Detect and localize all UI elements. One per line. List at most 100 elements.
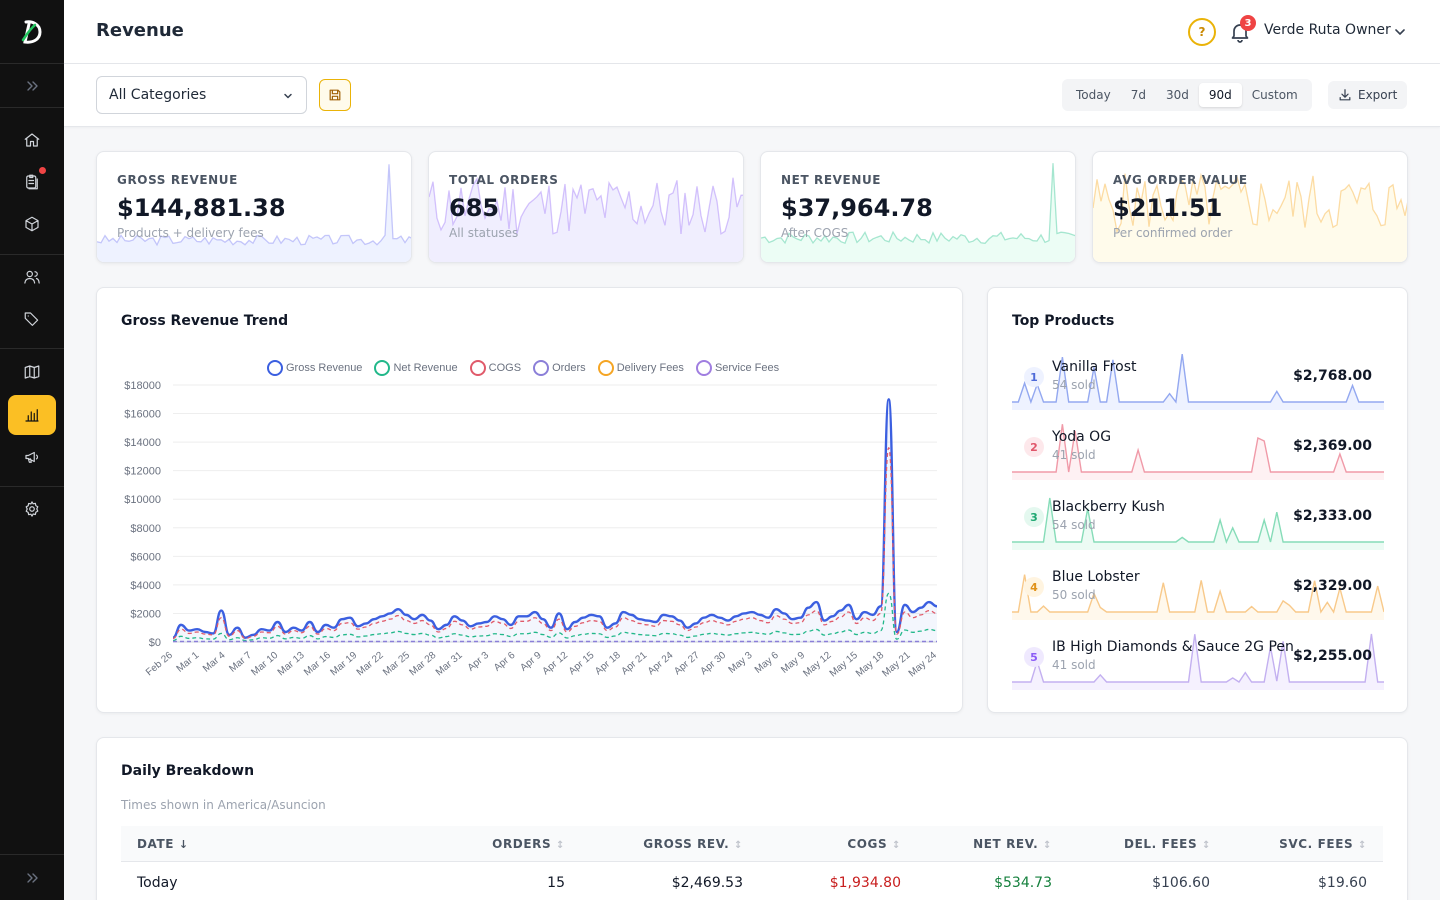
sidebar-divider	[0, 486, 64, 487]
column-header-orders[interactable]: ORDERS ↕	[492, 837, 565, 851]
product-row[interactable]: 5 IB High Diamonds & Sauce 2G Pen 41 sold $…	[1012, 628, 1384, 690]
product-name: Yoda OG	[1052, 429, 1112, 445]
kpi-card-gross-revenue: GROSS REVENUE $144,881.38 Products + del…	[96, 151, 412, 263]
product-name: Blackberry Kush	[1052, 499, 1165, 515]
y-tick-label: $14000	[124, 437, 161, 449]
panel-title: Top Products	[1012, 313, 1115, 329]
kpi-subtitle: Per confirmed order	[1113, 226, 1233, 240]
map-icon	[24, 365, 40, 379]
x-tick-label: Apr 24	[646, 650, 676, 678]
kpi-sparkline	[1093, 172, 1407, 262]
legend-item[interactable]: Orders	[533, 360, 586, 376]
collapse-sidebar-button[interactable]	[0, 854, 64, 900]
product-name: Blue Lobster	[1052, 569, 1140, 585]
x-tick-label: Mar 25	[381, 650, 412, 679]
export-button[interactable]: Export	[1328, 81, 1408, 109]
product-row[interactable]: 3 Blackberry Kush 54 sold $2,333.00	[1012, 488, 1384, 550]
bar-chart-icon	[25, 409, 39, 422]
kpi-card-total-orders: TOTAL ORDERS 685 All statuses	[428, 151, 744, 263]
product-revenue: $2,333.00	[1293, 508, 1372, 524]
legend-item[interactable]: Gross Revenue	[267, 360, 362, 376]
user-menu[interactable]: Verde Ruta Owner	[1264, 22, 1391, 38]
sidebar-item-customers[interactable]	[8, 257, 56, 297]
range-button-7d[interactable]: 7d	[1130, 88, 1146, 102]
kpi-label: GROSS REVENUE	[117, 173, 238, 187]
product-sold: 41 sold	[1052, 448, 1096, 462]
y-tick-label: $6000	[130, 551, 161, 563]
legend-label: Gross Revenue	[286, 362, 363, 374]
expand-sidebar-button[interactable]	[0, 64, 64, 108]
sidebar-item-home[interactable]	[8, 120, 56, 160]
save-filter-button[interactable]	[319, 79, 351, 111]
question-icon: ?	[1198, 25, 1206, 39]
product-row[interactable]: 1 Vanilla Frost 54 sold $2,768.00	[1012, 348, 1384, 410]
x-tick-label: Mar 13	[276, 650, 307, 679]
product-revenue: $2,255.00	[1293, 648, 1372, 664]
y-tick-label: $8000	[130, 523, 161, 535]
sidebar-item-map[interactable]	[8, 352, 56, 392]
column-header-gross-rev[interactable]: GROSS REV. ↕	[643, 837, 743, 851]
cell-orders: 15	[547, 875, 565, 891]
y-tick-label: $4000	[130, 580, 161, 592]
notification-badge: 3	[1240, 15, 1256, 31]
sidebar-item-promotions[interactable]	[8, 299, 56, 339]
column-header-svc-fees[interactable]: SVC. FEES ↕	[1279, 837, 1367, 851]
sidebar-item-orders[interactable]	[8, 162, 56, 202]
legend-swatch	[374, 360, 391, 376]
timezone-note: Times shown in America/Asuncion	[121, 798, 326, 812]
sidebar-item-settings[interactable]	[8, 489, 56, 529]
range-button-90d[interactable]: 90d	[1198, 83, 1242, 107]
range-button-30d[interactable]: 30d	[1165, 88, 1189, 102]
help-button[interactable]: ?	[1188, 18, 1216, 46]
sidebar-item-marketing[interactable]	[8, 437, 56, 477]
series-area	[173, 399, 937, 642]
legend-item[interactable]: Service Fees	[695, 360, 779, 376]
product-row[interactable]: 2 Yoda OG 41 sold $2,369.00	[1012, 418, 1384, 480]
product-revenue: $2,369.00	[1293, 438, 1372, 454]
logo-icon	[21, 19, 42, 44]
kpi-subtitle: Products + delivery fees	[117, 226, 264, 240]
x-tick-label: Apr 30	[699, 650, 729, 678]
legend-label: COGS	[488, 362, 522, 374]
column-header-net-rev[interactable]: NET REV. ↕	[973, 837, 1052, 851]
column-header-cogs[interactable]: COGS ↕	[847, 837, 901, 851]
sort-icon: ↕	[1358, 840, 1367, 851]
range-button-today[interactable]: Today	[1076, 88, 1111, 102]
product-row[interactable]: 4 Blue Lobster 50 sold $2,329.00	[1012, 558, 1384, 620]
product-rank: 1	[1024, 367, 1044, 387]
kpi-value: $211.51	[1113, 194, 1223, 222]
product-rank: 2	[1024, 437, 1044, 457]
sidebar-item-products[interactable]	[8, 204, 56, 244]
kpi-sparkline	[429, 176, 743, 262]
double-chevron-right-icon	[27, 80, 38, 91]
column-header-date[interactable]: DATE ↓	[137, 837, 189, 851]
x-tick-label: Mar 22	[355, 650, 386, 679]
page-title: Revenue	[96, 20, 184, 41]
x-tick-label: Mar 4	[201, 650, 228, 675]
daily-breakdown-panel: Daily Breakdown Times shown in America/A…	[96, 737, 1408, 900]
legend-swatch	[533, 360, 550, 376]
legend-item[interactable]: COGS	[469, 360, 522, 376]
cell-net-rev: $534.73	[994, 875, 1052, 891]
legend-item[interactable]: Net Revenue	[374, 360, 458, 376]
kpi-label: NET REVENUE	[781, 173, 882, 187]
app-logo[interactable]	[0, 0, 64, 64]
series-line-net-revenue	[172, 592, 938, 642]
sidebar-item-revenue[interactable]	[8, 395, 56, 435]
legend-item[interactable]: Delivery Fees	[597, 360, 684, 376]
kpi-card-avg-order-value: AVG ORDER VALUE $211.51 Per confirmed or…	[1092, 151, 1408, 263]
product-sold: 41 sold	[1052, 658, 1096, 672]
chevron-down-icon[interactable]	[1392, 24, 1408, 40]
column-label: NET REV.	[973, 837, 1039, 851]
export-label: Export	[1358, 88, 1398, 102]
column-header-del-fees[interactable]: DEL. FEES ↕	[1124, 837, 1211, 851]
cell-svc-fees: $19.60	[1318, 875, 1367, 891]
download-icon	[1339, 89, 1351, 101]
range-button-custom[interactable]: Custom	[1251, 88, 1298, 102]
series-line-cogs	[172, 447, 938, 640]
product-revenue: $2,329.00	[1293, 578, 1372, 594]
category-select[interactable]: All Categories	[96, 76, 307, 114]
product-sold: 50 sold	[1052, 588, 1096, 602]
column-label: DATE	[137, 837, 175, 851]
kpi-value: 685	[449, 194, 500, 222]
